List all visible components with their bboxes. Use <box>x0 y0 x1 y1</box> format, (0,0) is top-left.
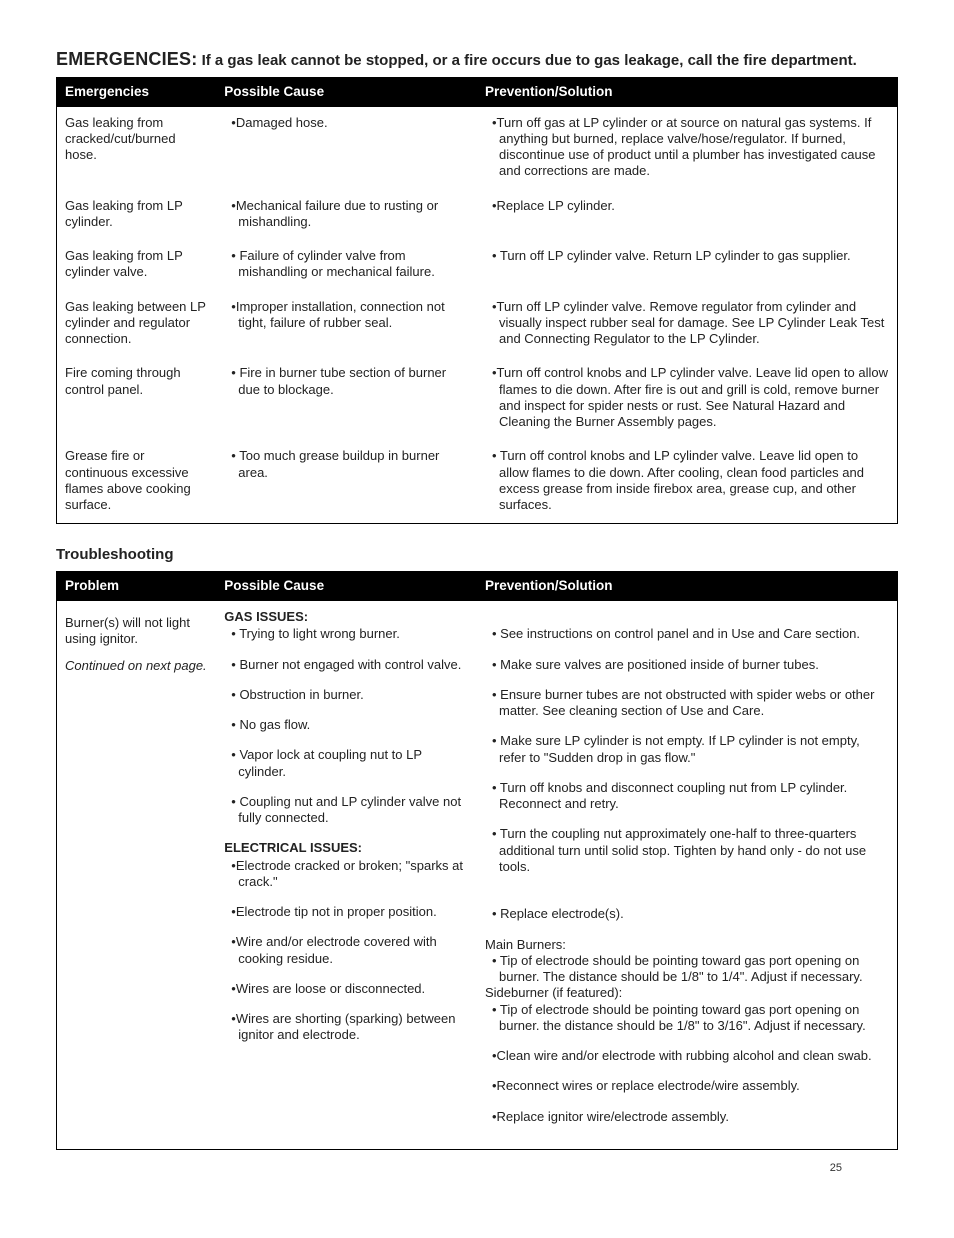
solution-item: • Turn off LP cylinder valve. Return LP … <box>485 248 889 264</box>
cause-item: •Electrode cracked or broken; "sparks at… <box>224 858 469 891</box>
solution-cell: • See instructions on control panel and … <box>477 601 898 1149</box>
solution-cell: • Turn off LP cylinder valve. Return LP … <box>477 240 898 291</box>
page-number: 25 <box>830 1162 842 1176</box>
problem-text: Burner(s) will not light using ignitor. <box>65 615 190 646</box>
solution-line: Main Burners: <box>485 937 889 953</box>
cause-item: • Vapor lock at coupling nut to LP cylin… <box>224 747 469 780</box>
solution-item: • Turn off knobs and disconnect coupling… <box>485 780 889 813</box>
solution-item: • Tip of electrode should be pointing to… <box>485 1002 889 1035</box>
solution-item: • Tip of electrode should be pointing to… <box>485 953 889 986</box>
solution-item: •Reconnect wires or replace electrode/wi… <box>485 1078 889 1094</box>
spacer <box>485 889 889 905</box>
cause-item: • Failure of cylinder valve from mishand… <box>224 248 469 281</box>
spacer <box>485 609 889 625</box>
solution-item: • Ensure burner tubes are not obstructed… <box>485 687 889 720</box>
problem-cell: Gas leaking from LP cylinder valve. <box>57 240 217 291</box>
cause-item: •Damaged hose. <box>224 115 469 131</box>
solution-item: • Make sure LP cylinder is not empty. If… <box>485 733 889 766</box>
cause-item: •Mechanical failure due to rusting or mi… <box>224 198 469 231</box>
solution-item: • Turn off control knobs and LP cylinder… <box>485 448 889 513</box>
solution-cell: •Replace LP cylinder. <box>477 190 898 241</box>
problem-cell: Gas leaking between LP cylinder and regu… <box>57 291 217 358</box>
problem-cell: Gas leaking from LP cylinder. <box>57 190 217 241</box>
solution-item: • Replace electrode(s). <box>485 906 889 922</box>
solution-item: •Turn off LP cylinder valve. Remove regu… <box>485 299 889 348</box>
cause-item: • Too much grease buildup in burner area… <box>224 448 469 481</box>
cause-cell: •Damaged hose. <box>216 107 477 190</box>
cause-subhead: GAS ISSUES: <box>224 609 469 625</box>
cause-item: •Electrode tip not in proper position. <box>224 904 469 920</box>
problem-cell: Grease fire or continuous excessive flam… <box>57 440 217 524</box>
cause-item: • Trying to light wrong burner. <box>224 626 469 642</box>
solution-cell: •Turn off control knobs and LP cylinder … <box>477 357 898 440</box>
cause-item: • Coupling nut and LP cylinder valve not… <box>224 794 469 827</box>
col-problem: Problem <box>57 572 217 601</box>
table-row: Fire coming through control panel.• Fire… <box>57 357 898 440</box>
emergencies-table: Emergencies Possible Cause Prevention/So… <box>56 77 898 525</box>
solution-cell: •Turn off gas at LP cylinder or at sourc… <box>477 107 898 190</box>
cause-item: •Wires are shorting (sparking) between i… <box>224 1011 469 1044</box>
table-row: Gas leaking from LP cylinder valve.• Fai… <box>57 240 898 291</box>
solution-item: • See instructions on control panel and … <box>485 626 889 642</box>
cause-cell: •Improper installation, connection not t… <box>216 291 477 358</box>
cause-cell: GAS ISSUES:• Trying to light wrong burne… <box>216 601 477 1149</box>
cause-cell: •Mechanical failure due to rusting or mi… <box>216 190 477 241</box>
cause-item: • Fire in burner tube section of burner … <box>224 365 469 398</box>
solution-item: • Make sure valves are positioned inside… <box>485 657 889 673</box>
solution-cell: • Turn off control knobs and LP cylinder… <box>477 440 898 524</box>
cause-subhead: ELECTRICAL ISSUES: <box>224 840 469 856</box>
col-possible-cause: Possible Cause <box>216 572 477 601</box>
emergencies-heading: EMERGENCIES: If a gas leak cannot be sto… <box>56 48 898 71</box>
troubleshooting-table: Problem Possible Cause Prevention/Soluti… <box>56 571 898 1150</box>
solution-item: •Replace LP cylinder. <box>485 198 889 214</box>
problem-cell: Gas leaking from cracked/cut/burned hose… <box>57 107 217 190</box>
solution-item: •Clean wire and/or electrode with rubbin… <box>485 1048 889 1064</box>
solution-line: Sideburner (if featured): <box>485 985 889 1001</box>
table-row: Gas leaking from LP cylinder.•Mechanical… <box>57 190 898 241</box>
solution-item: • Turn the coupling nut approximately on… <box>485 826 889 875</box>
table-row: Burner(s) will not light using ignitor. … <box>57 601 898 1149</box>
table-row: Gas leaking between LP cylinder and regu… <box>57 291 898 358</box>
cause-item: • No gas flow. <box>224 717 469 733</box>
problem-cell: Burner(s) will not light using ignitor. … <box>57 601 217 1149</box>
table-row: Grease fire or continuous excessive flam… <box>57 440 898 524</box>
cause-cell: • Fire in burner tube section of burner … <box>216 357 477 440</box>
cause-item: • Burner not engaged with control valve. <box>224 657 469 673</box>
table-header-row: Emergencies Possible Cause Prevention/So… <box>57 77 898 106</box>
problem-cell: Fire coming through control panel. <box>57 357 217 440</box>
col-possible-cause: Possible Cause <box>216 77 477 106</box>
continued-note: Continued on next page. <box>65 658 212 674</box>
cause-item: •Improper installation, connection not t… <box>224 299 469 332</box>
table-row: Gas leaking from cracked/cut/burned hose… <box>57 107 898 190</box>
troubleshooting-heading: Troubleshooting <box>56 546 898 565</box>
cause-cell: • Failure of cylinder valve from mishand… <box>216 240 477 291</box>
table-header-row: Problem Possible Cause Prevention/Soluti… <box>57 572 898 601</box>
emergencies-prefix: EMERGENCIES: <box>56 49 197 69</box>
col-prevention-solution: Prevention/Solution <box>477 77 898 106</box>
solution-item: •Turn off gas at LP cylinder or at sourc… <box>485 115 889 180</box>
cause-item: •Wires are loose or disconnected. <box>224 981 469 997</box>
solution-item: •Turn off control knobs and LP cylinder … <box>485 365 889 430</box>
col-emergencies: Emergencies <box>57 77 217 106</box>
solution-item: •Replace ignitor wire/electrode assembly… <box>485 1109 889 1125</box>
cause-item: • Obstruction in burner. <box>224 687 469 703</box>
cause-item: •Wire and/or electrode covered with cook… <box>224 934 469 967</box>
cause-cell: • Too much grease buildup in burner area… <box>216 440 477 524</box>
emergencies-heading-text: If a gas leak cannot be stopped, or a fi… <box>197 52 856 69</box>
col-prevention-solution: Prevention/Solution <box>477 572 898 601</box>
solution-cell: •Turn off LP cylinder valve. Remove regu… <box>477 291 898 358</box>
